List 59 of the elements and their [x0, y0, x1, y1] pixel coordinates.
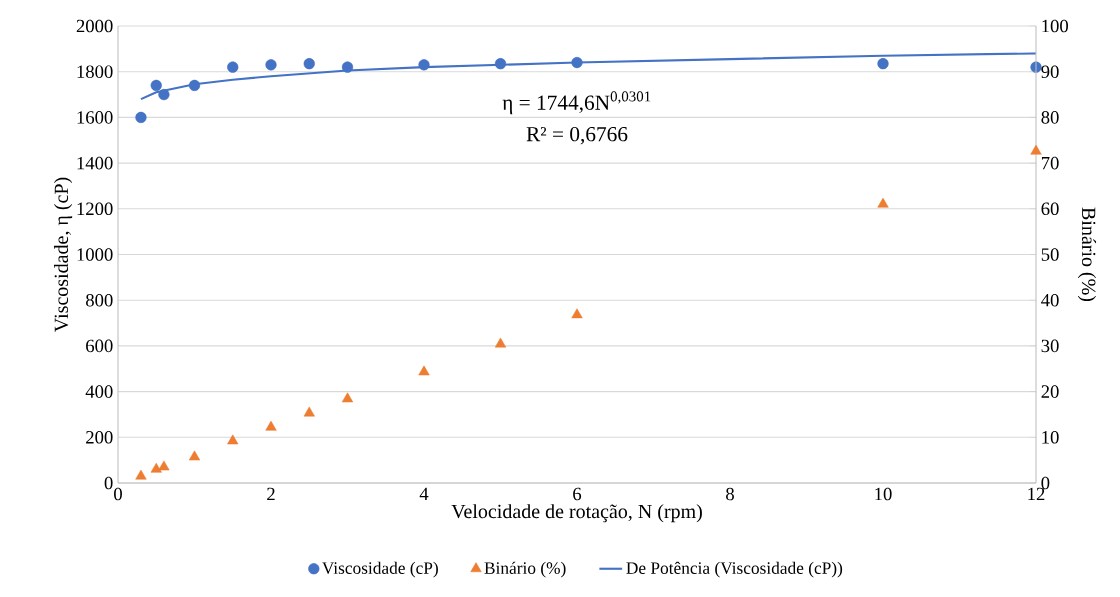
point: [158, 88, 170, 101]
point: [150, 79, 162, 92]
point: [494, 337, 507, 348]
annotation: R² = 0,6766: [526, 126, 628, 145]
x-tick-label: 6: [573, 487, 582, 501]
point: [158, 460, 170, 471]
x-tick-label: 4: [419, 487, 429, 500]
y-tick-label: 2000: [76, 19, 113, 33]
y2-tick-label: 70: [1041, 156, 1059, 170]
y2-tick-label: 80: [1041, 111, 1059, 124]
point: [303, 58, 315, 70]
y2-tick-label: 20: [1041, 385, 1059, 398]
point: [265, 59, 277, 71]
point: [494, 58, 507, 70]
y2-tick-label: 90: [1041, 65, 1059, 78]
x-tick-label: 0: [114, 487, 122, 501]
x-axis-title: Velocidade de rotação, N (rpm): [451, 504, 702, 523]
point: [227, 434, 239, 445]
point: [341, 392, 354, 403]
y-tick-label: 200: [86, 430, 113, 444]
y2-tick-label: 50: [1041, 248, 1059, 261]
y2-tick-label: 30: [1041, 339, 1059, 353]
legend-label: Binário (%): [484, 561, 566, 578]
point: [571, 56, 583, 69]
y-tick-label: 1000: [77, 248, 113, 261]
y2-tick-label: 60: [1041, 202, 1059, 216]
x-tick-label: 8: [726, 487, 734, 501]
y-tick-label: 1600: [77, 111, 113, 124]
legend-label: De Potência (Viscosidade (cP)): [626, 561, 843, 578]
legend-label: Viscosidade (cP): [322, 561, 438, 578]
y-tick-label: 800: [86, 293, 113, 307]
point: [135, 469, 147, 480]
point: [135, 111, 147, 123]
point: [188, 79, 201, 92]
point: [303, 406, 315, 417]
point: [341, 61, 354, 73]
y2-tick-label: 10: [1042, 431, 1059, 444]
point: [418, 59, 430, 71]
point: [571, 308, 583, 319]
point: [265, 420, 277, 431]
y2-tick-label: 100: [1042, 19, 1068, 33]
x-tick-label: 2: [267, 487, 275, 501]
y-tick-label: 1800: [77, 65, 113, 78]
y-tick-label: 1200: [77, 202, 113, 216]
point: [1030, 144, 1042, 155]
y-tick-label: 600: [86, 339, 113, 353]
point: [418, 365, 430, 376]
point: [227, 61, 239, 73]
y2-axis-title: Binário (%): [1077, 207, 1097, 302]
y-tick-label: 400: [85, 385, 113, 398]
y2-tick-label: 40: [1041, 293, 1059, 307]
point: [188, 450, 201, 461]
point: [877, 197, 889, 208]
annotation: η = 1744,6N$^{0,0301}$: [502, 91, 651, 115]
point: [877, 58, 889, 70]
y-tick-label: 1400: [77, 156, 113, 170]
y-tick-label: 0: [104, 476, 113, 490]
y-axis-title: Viscosidade, η (cP): [54, 177, 73, 332]
x-tick-label: 10: [875, 487, 892, 501]
